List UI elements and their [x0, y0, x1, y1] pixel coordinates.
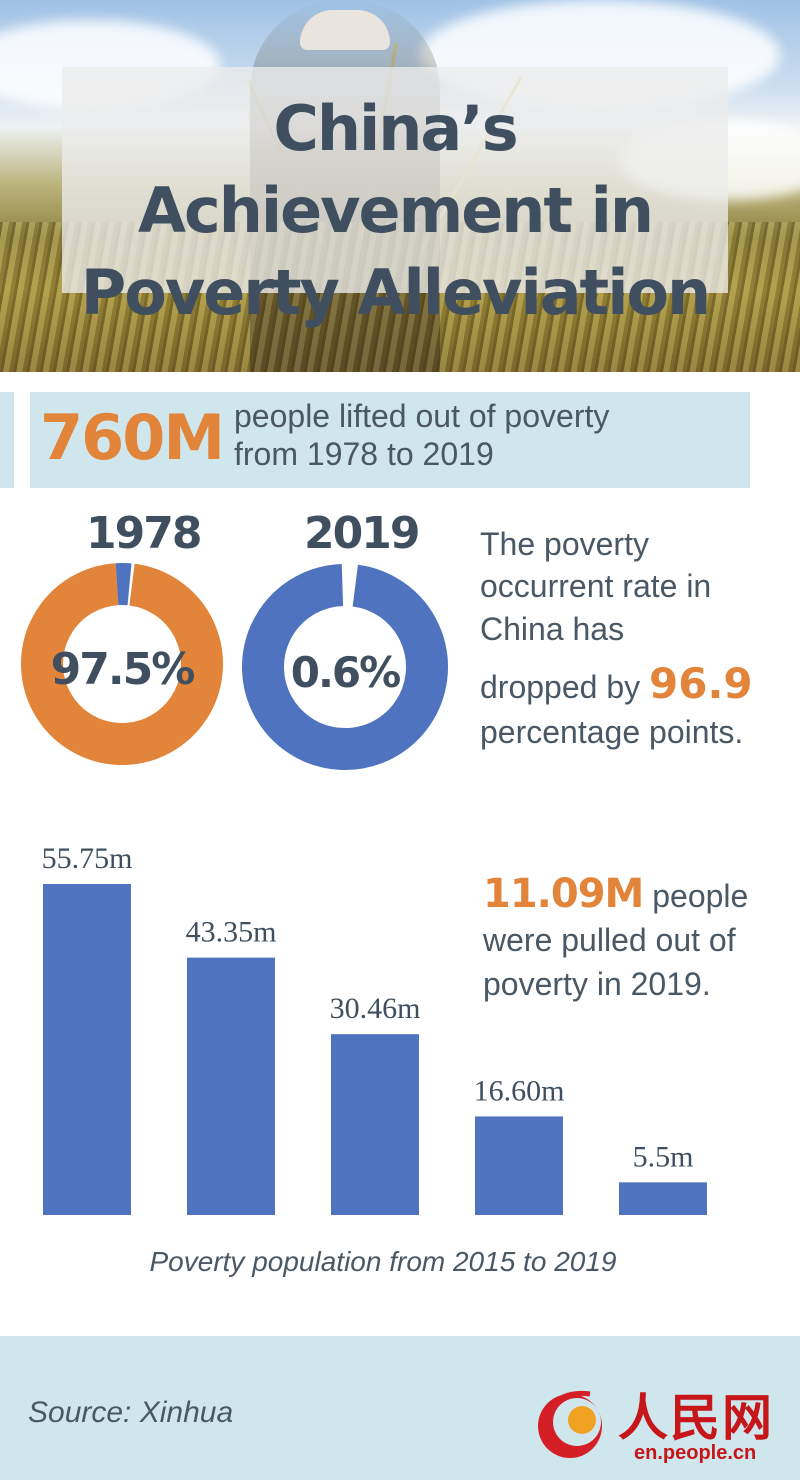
bar-note-line-1-rest: people — [652, 878, 749, 914]
people-logo-icon — [538, 1390, 602, 1458]
donut-1978-year: 1978 — [86, 508, 202, 559]
farmer-hat — [300, 10, 390, 50]
rate-line-1: The poverty — [480, 526, 649, 562]
bar-label-3: 16.60m — [474, 1074, 565, 1107]
bar-note-value: 11.09M — [483, 871, 644, 917]
banner-number: 760M — [40, 401, 225, 474]
donut-2019-year: 2019 — [304, 508, 420, 559]
bar-note: 11.09M people were pulled out of poverty… — [483, 872, 748, 1006]
bar-note-line-1: 11.09M people — [483, 872, 748, 918]
bar-note-line-2: were pulled out of — [483, 922, 736, 958]
donut-1978-label: 97.5% — [51, 644, 195, 695]
bar-1 — [187, 957, 275, 1215]
logo-url: en.people.cn — [634, 1442, 757, 1464]
banner-text: people lifted out of poverty from 1978 t… — [234, 397, 609, 473]
rate-line-4-prefix: dropped by — [480, 669, 641, 705]
poverty-bar-chart: 55.75m 43.35m 30.46m 16.60m 5.5m — [42, 842, 707, 1215]
donut-2019: 0.6% — [242, 564, 448, 770]
bar-label-4: 5.5m — [633, 1140, 694, 1173]
bar-note-line-3: poverty in 2019. — [483, 966, 711, 1002]
page-title: China’s Achievement in Poverty Alleviati… — [80, 92, 711, 329]
donut-2019-arc — [242, 564, 448, 770]
rate-drop-value: 96.9 — [649, 659, 753, 708]
footer-panel — [0, 1336, 800, 1480]
source-text: Source: Xinhua — [28, 1396, 234, 1429]
donut-2019-label: 0.6% — [291, 648, 400, 697]
bar-0 — [43, 884, 131, 1215]
bar-label-0: 55.75m — [42, 842, 133, 875]
rate-line-3: China has — [480, 611, 625, 647]
rate-line-2: occurrent rate in — [480, 568, 712, 604]
rate-line-4: dropped by 96.9 — [480, 663, 753, 707]
banner-panel — [30, 392, 750, 488]
banner-line-1: people lifted out of poverty — [234, 398, 610, 434]
donut-1978: 97.5% — [21, 563, 223, 765]
bar-4 — [619, 1182, 707, 1215]
bar-label-2: 30.46m — [330, 992, 421, 1025]
bar-2 — [331, 1034, 419, 1215]
banner-line-2: from 1978 to 2019 — [234, 436, 494, 472]
rate-line-5: percentage points. — [480, 714, 744, 750]
donut-1978-arc — [21, 563, 223, 765]
bar-label-1: 43.35m — [186, 916, 277, 949]
title-panel — [62, 67, 728, 293]
chart-caption: Poverty population from 2015 to 2019 — [149, 1246, 617, 1277]
logo-text: 人民网 — [618, 1388, 774, 1447]
banner-edge — [0, 392, 14, 488]
bar-3 — [475, 1116, 563, 1215]
